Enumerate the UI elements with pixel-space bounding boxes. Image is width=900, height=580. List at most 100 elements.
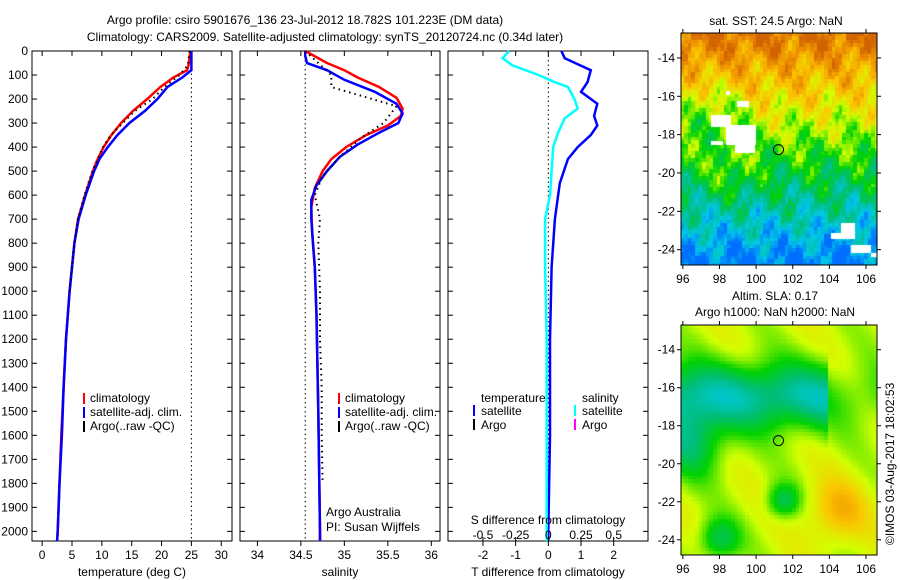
series-line-argo-raw-qc- <box>68 50 191 292</box>
y-tick-label: 700 <box>8 212 28 226</box>
legend-label: climatology <box>345 391 405 405</box>
lon-tick-label: 98 <box>713 562 727 576</box>
lat-tick-label: -22 <box>658 495 676 509</box>
legend-label: Argo <box>481 418 507 432</box>
x-axis-label: T difference from climatology <box>471 565 625 579</box>
x-tick-label: -1 <box>510 548 521 562</box>
x-tick-label: 15 <box>125 548 139 562</box>
x-tick-label: 36 <box>425 548 439 562</box>
x-axis-label: salinity <box>322 565 359 579</box>
y-tick-label: 200 <box>8 92 28 106</box>
y-tick-label: 1600 <box>1 428 28 442</box>
x-tick-label: 25 <box>185 548 199 562</box>
legend-swatch <box>83 421 85 432</box>
lat-tick-label: -22 <box>658 204 676 218</box>
series-line-t-satellite <box>547 50 599 541</box>
x-tick-label: 0 <box>39 548 46 562</box>
lon-tick-label: 104 <box>819 272 839 286</box>
map-subtitle: Argo h1000: NaN h2000: NaN <box>695 305 855 319</box>
y-tick-label: 600 <box>8 188 28 202</box>
y-tick-label: 1200 <box>1 332 28 346</box>
title-line-1: Argo profile: csiro 5901676_136 23-Jul-2… <box>107 13 503 27</box>
lat-tick-label: -20 <box>658 166 676 180</box>
legend-label: satellite <box>582 404 623 418</box>
x-tick-label: -2 <box>478 548 489 562</box>
x2-tick-label: 0.5 <box>605 528 622 542</box>
y-tick-label: 400 <box>8 140 28 154</box>
legend-label: satellite-adj. clim. <box>90 405 182 419</box>
legend-swatch <box>473 419 475 430</box>
legend-title: temperature <box>481 391 546 405</box>
x-tick-label: 20 <box>155 548 169 562</box>
lat-tick-label: -16 <box>658 381 676 395</box>
argo-position-marker <box>773 144 785 156</box>
x-tick-label: 2 <box>610 548 617 562</box>
sst-map-canvas <box>681 33 877 265</box>
y-tick-label: 1900 <box>1 500 28 514</box>
legend-title: salinity <box>582 391 619 405</box>
y-tick-label: 1100 <box>2 308 28 322</box>
map-frame <box>680 32 878 266</box>
annotation-text: Argo Australia <box>326 505 401 519</box>
lon-tick-label: 96 <box>676 562 690 576</box>
lat-tick-label: -24 <box>658 243 676 257</box>
legend-swatch <box>83 407 85 418</box>
panel-salinity: 34 34.5 35 35.5 36 salinity climatologysatelli… <box>239 49 441 579</box>
x-tick-label: 35 <box>338 548 352 562</box>
y-tick-label: 1700 <box>1 452 28 466</box>
x-tick-label: 34 <box>251 548 265 562</box>
lon-tick-label: 100 <box>746 272 766 286</box>
lon-tick-label: 106 <box>856 272 876 286</box>
series-line-s-satellite <box>500 50 580 541</box>
series-line-argo-raw-qc- <box>304 50 399 484</box>
secondary-axis-label: S difference from climatology <box>471 513 626 527</box>
x-axis-label: temperature (deg C) <box>78 565 186 579</box>
x-tick-label: 30 <box>215 548 229 562</box>
y-tick-label: 2000 <box>1 524 28 538</box>
y-tick-label: 1500 <box>1 404 28 418</box>
y-tick-label: 500 <box>8 164 28 178</box>
legend-swatch <box>574 419 576 430</box>
x2-tick-label: 0 <box>545 528 552 542</box>
x2-tick-label: -0.5 <box>473 528 494 542</box>
lon-tick-label: 100 <box>746 562 766 576</box>
credit-text: ©IMOS 03-Aug-2017 18:02:53 <box>883 382 897 545</box>
sla-map: 96 98 100 102 104 106 -14 -16 -18 -20 -22 -24 Altim.… <box>658 289 881 576</box>
x-tick-label: 0 <box>545 548 552 562</box>
legend-label: Argo(..raw -QC) <box>90 419 175 433</box>
y-tick-label: 0 <box>21 44 28 58</box>
lat-tick-label: -14 <box>658 51 676 65</box>
lat-tick-label: -20 <box>658 457 676 471</box>
y-tick-label: 300 <box>8 116 28 130</box>
sla-map-canvas <box>681 325 877 555</box>
legend-label: satellite-adj. clim. <box>345 405 437 419</box>
map-title: sat. SST: 24.5 Argo: NaN <box>709 14 842 28</box>
legend-label: satellite <box>481 404 522 418</box>
plot-frame <box>31 50 233 542</box>
x-tick-label: 5 <box>69 548 76 562</box>
annotation-text: PI: Susan Wijffels <box>326 520 420 534</box>
plot-frame <box>239 50 441 542</box>
lon-tick-label: 96 <box>676 272 690 286</box>
legend-label: Argo(..raw -QC) <box>345 419 430 433</box>
series-line-satellite-adj-clim- <box>303 51 405 541</box>
lon-tick-label: 104 <box>819 562 839 576</box>
y-tick-label: 100 <box>8 68 28 82</box>
title-line-2: Climatology: CARS2009. Satellite-adjuste… <box>87 30 563 44</box>
lon-tick-label: 102 <box>783 272 803 286</box>
lon-tick-label: 106 <box>856 562 876 576</box>
x-tick-label: 35.5 <box>376 548 400 562</box>
legend-swatch <box>574 405 576 416</box>
legend-label: Argo <box>582 418 608 432</box>
legend-label: climatology <box>90 391 150 405</box>
legend-swatch <box>83 393 85 404</box>
y-tick-label: 1300 <box>1 356 28 370</box>
y-tick-label: 1000 <box>1 284 28 298</box>
y-tick-label: 800 <box>8 236 28 250</box>
lat-tick-label: -18 <box>658 419 676 433</box>
map-title: Altim. SLA: 0.17 <box>732 289 818 303</box>
lat-tick-label: -14 <box>658 343 676 357</box>
